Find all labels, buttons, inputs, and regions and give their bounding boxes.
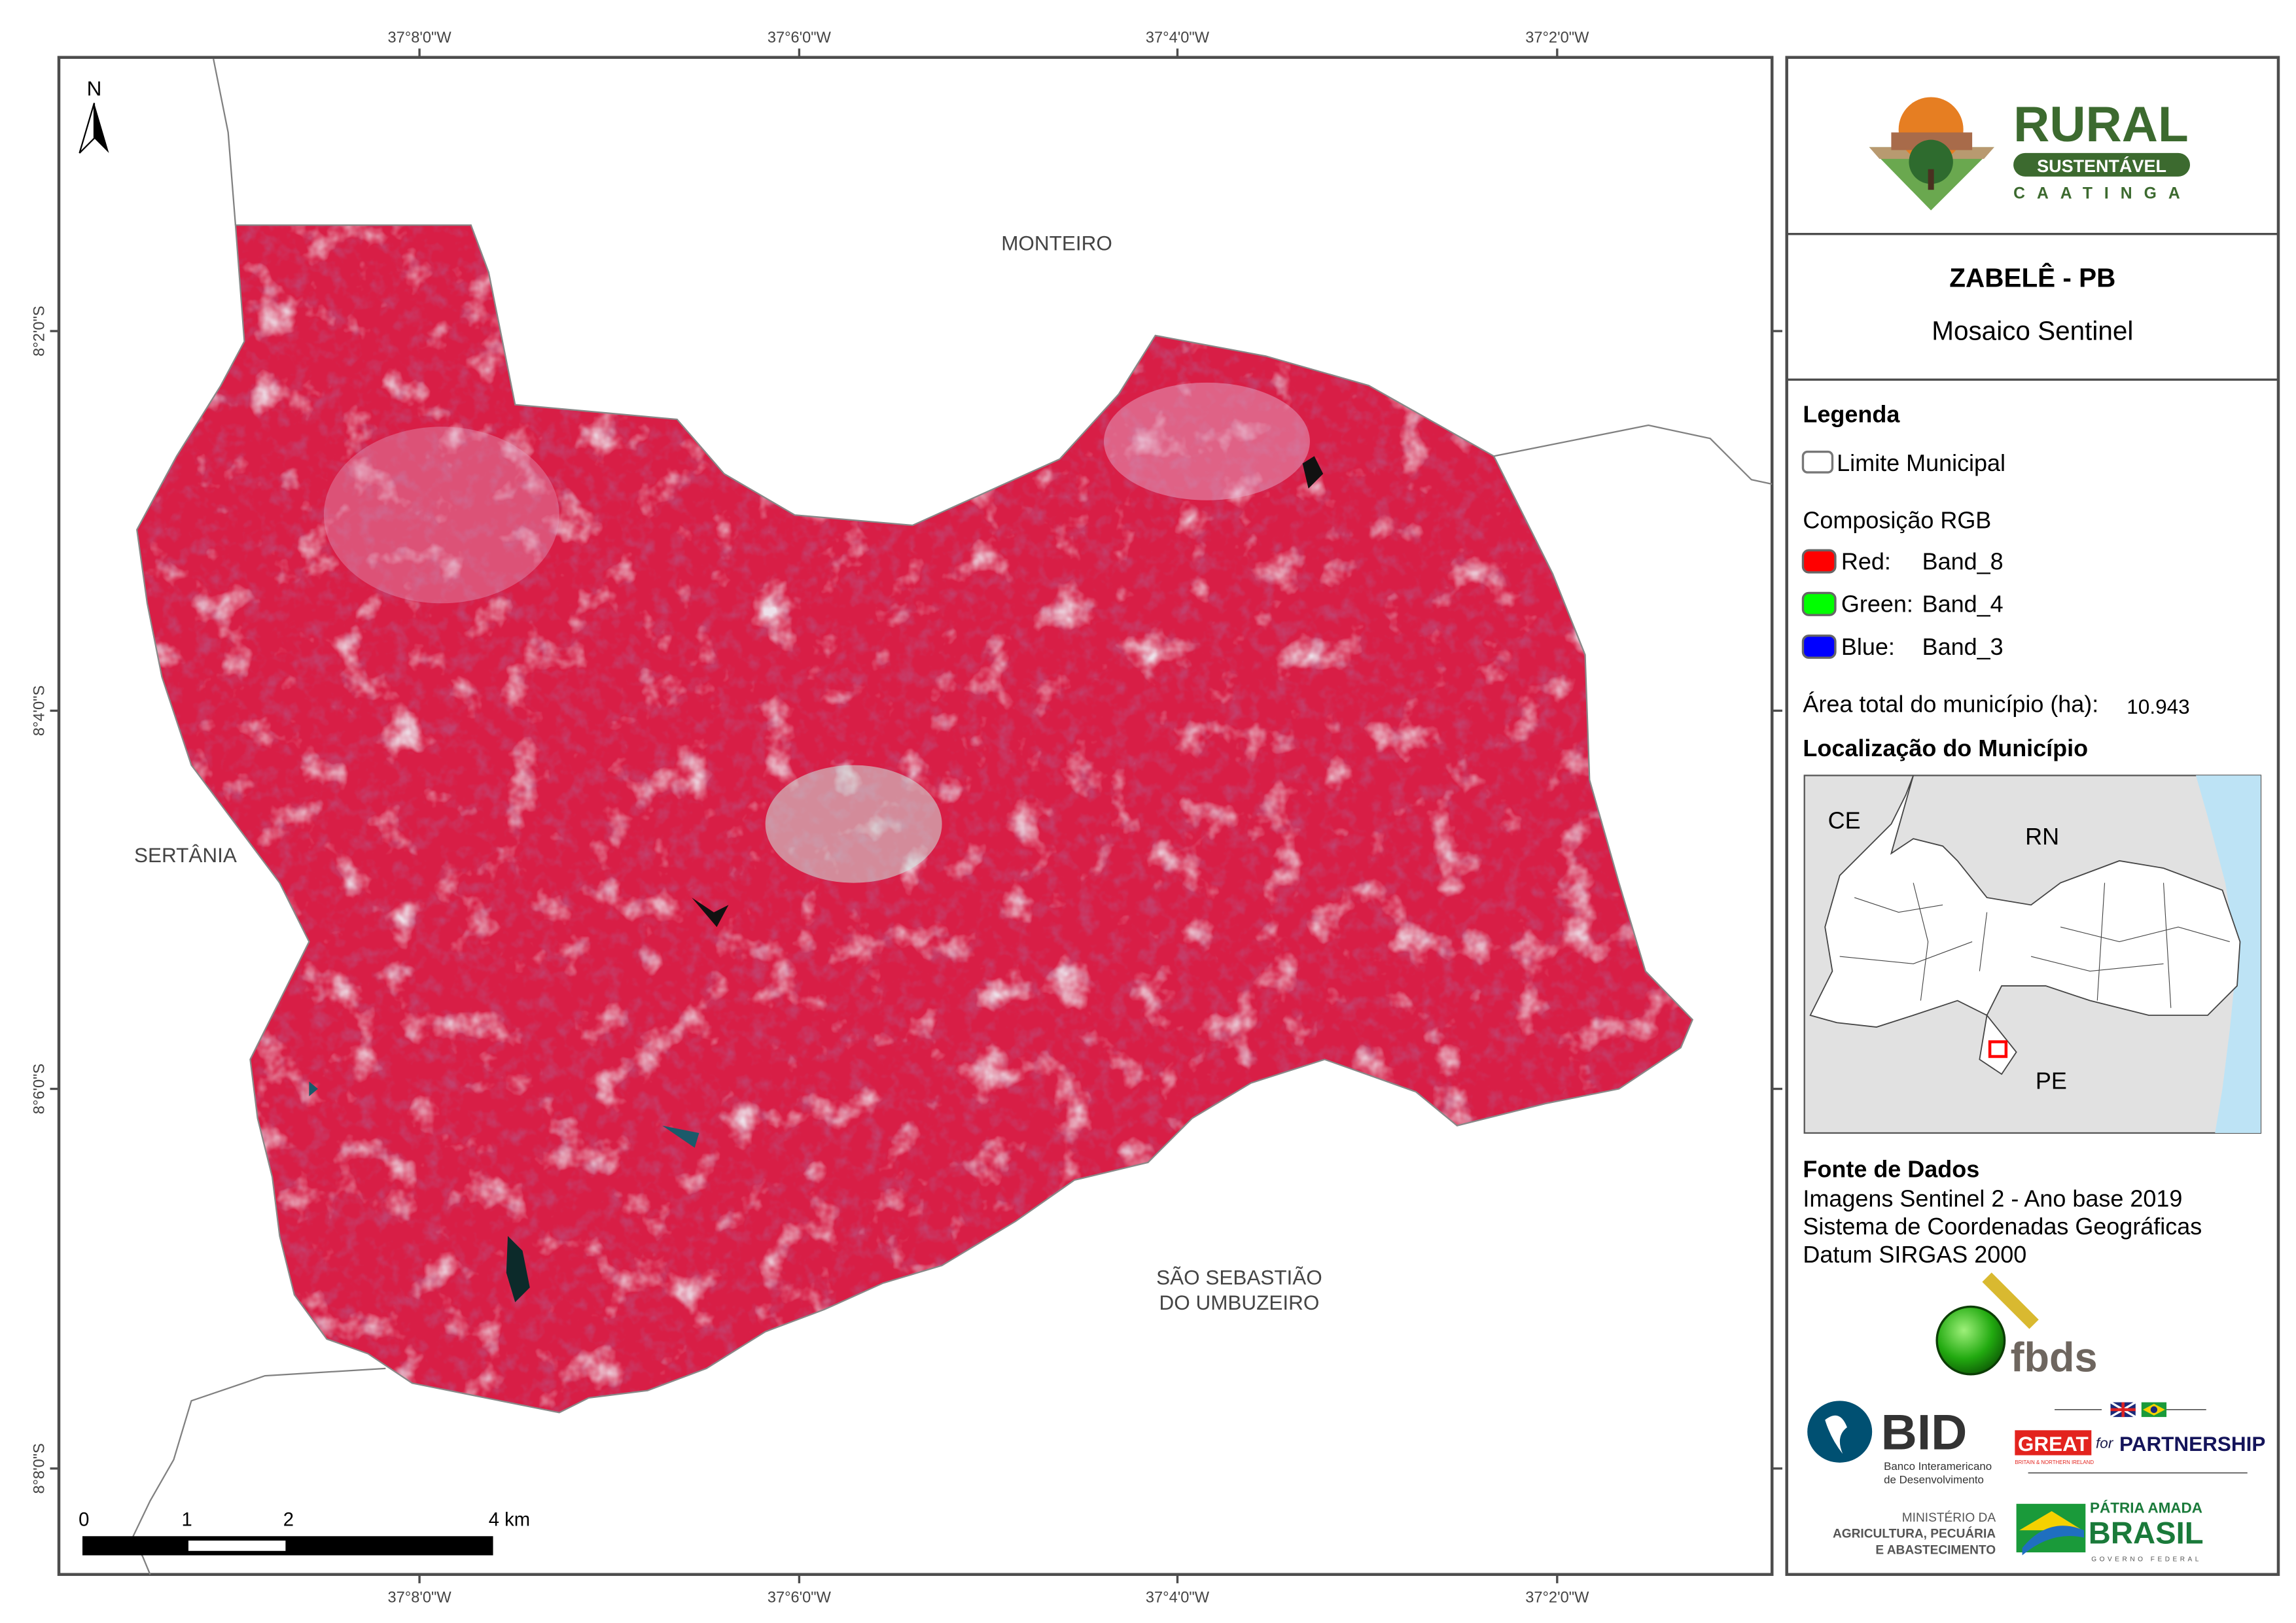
scale-label-2: 2 [283,1510,294,1531]
source-line-2: Sistema de Coordenadas Geográficas [1803,1213,2202,1240]
logo-caatinga-text: CAATINGA [2013,185,2192,203]
lon-tick-label: 37°8'0"W [388,1590,452,1607]
location-heading: Localização do Município [1803,735,2088,761]
fbds-text: fbds [2011,1335,2098,1380]
neighbor-label-west: SERTÂNIA [134,843,237,867]
lon-tick-label: 37°6'0"W [768,1590,832,1607]
bid-line-1: Banco Interamericano [1884,1460,1992,1473]
mapa-line-2: AGRICULTURA, PECUÁRIA [1833,1527,1996,1541]
scale-bar: 0 1 2 4 km [79,1510,530,1556]
neighbor-boundary-east [1493,424,1773,485]
graticule-labels: 37°8'0"W 37°8'0"W 37°6'0"W 37°6'0"W 37°4'0"W… [31,29,1782,1607]
brasil-line-2: BRASIL [2089,1516,2204,1551]
lon-tick-label: 37°2'0"W [1525,29,1589,46]
inset-label-rn: RN [2025,823,2059,850]
lon-tick-label: 37°4'0"W [1146,29,1210,46]
great-partnership-logo: GREAT BRITAIN & NORTHERN IRELAND for PAR… [2015,1401,2265,1474]
scale-label-1: 1 [182,1510,192,1531]
bid-line-2: de Desenvolvimento [1884,1473,1984,1486]
mapa-line-3: E ABASTECIMENTO [1875,1543,1996,1557]
neighbor-label-north: MONTEIRO [1001,231,1112,254]
map-subtitle: Mosaico Sentinel [1932,316,2133,346]
lat-tick-label: 8°6'0"S [31,1064,48,1114]
band-name: Band_3 [1922,633,2004,660]
ministerio-agricultura-logo: MINISTÉRIO DA AGRICULTURA, PECUÁRIA E AB… [1833,1511,1996,1557]
great-small-text: BRITAIN & NORTHERN IRELAND [2015,1459,2094,1465]
legend-boundary-label: Limite Municipal [1837,449,2005,476]
great-text: GREAT [2018,1432,2089,1456]
logo-rural-text: RURAL [2013,97,2189,152]
inset-label-ce: CE [1828,807,1861,833]
location-inset-map: CE RN PE [1803,775,2262,1134]
brasil-line-1: PÁTRIA AMADA [2090,1499,2202,1516]
map-title: ZABELÊ - PB [1949,263,2115,293]
for-text: for [2096,1435,2114,1451]
band-swatch [1801,591,1837,616]
brasil-line-3: GOVERNO FEDERAL [2091,1556,2202,1563]
governo-federal-logo: PÁTRIA AMADA BRASIL GOVERNO FEDERAL [2016,1499,2204,1563]
legend-rgb-heading: Composição RGB [1803,507,1991,534]
band-name: Band_4 [1922,591,2004,618]
partnership-text: PARTNERSHIP [2119,1432,2265,1456]
legend-area-label: Área total do município (ha): [1803,691,2098,718]
neighbor-label-south-1: SÃO SEBASTIÃO [1156,1266,1322,1289]
source-line-3: Datum SIRGAS 2000 [1803,1241,2026,1268]
band-channel: Blue: [1841,633,1895,660]
bid-text: BID [1881,1405,1968,1461]
inset-label-pe: PE [2036,1067,2067,1094]
north-arrow: N [79,77,109,154]
lat-tick-label: 8°8'0"S [31,1443,48,1493]
scale-label-4km: 4 km [489,1510,530,1531]
north-arrow-label: N [87,77,102,100]
fbds-logo: fbds [1935,1272,2098,1380]
band-swatch [1801,635,1837,659]
map-frame: MONTEIRO SERTÂNIA SÃO SEBASTIÃO DO UMBUZ… [57,56,1774,1577]
legend-area-value: 10.943 [2127,695,2189,718]
lat-tick-label: 8°4'0"S [31,686,48,736]
band-channel: Green: [1841,591,1913,618]
band-name: Band_8 [1922,548,2004,574]
legend-heading: Legenda [1803,401,1900,428]
legend-panel: RURAL SUSTENTÁVEL CAATINGA ZABELÊ - PB M… [1785,56,2280,1577]
bid-logo: BID Banco Interamericano de Desenvolvime… [1807,1401,1992,1486]
neighbor-boundary-north-west [213,58,237,226]
municipal-boundary [136,224,1694,1414]
band-swatch [1801,549,1837,574]
rural-sustentavel-logo: RURAL SUSTENTÁVEL CAATINGA [1869,97,2192,211]
lon-tick-label: 37°8'0"W [388,29,452,46]
scale-label-0: 0 [79,1510,89,1531]
source-line-1: Imagens Sentinel 2 - Ano base 2019 [1803,1185,2182,1212]
sources-heading: Fonte de Dados [1803,1155,1979,1182]
lon-tick-label: 37°4'0"W [1146,1590,1210,1607]
lon-tick-label: 37°2'0"W [1525,1590,1589,1607]
mapa-line-1: MINISTÉRIO DA [1902,1511,1996,1525]
lon-tick-label: 37°6'0"W [768,29,832,46]
logo-sustentavel-text: SUSTENTÁVEL [2037,156,2166,176]
lat-tick-label: 8°2'0"S [31,305,48,356]
band-channel: Red: [1841,548,1891,574]
neighbor-label-south-2: DO UMBUZEIRO [1159,1291,1320,1314]
